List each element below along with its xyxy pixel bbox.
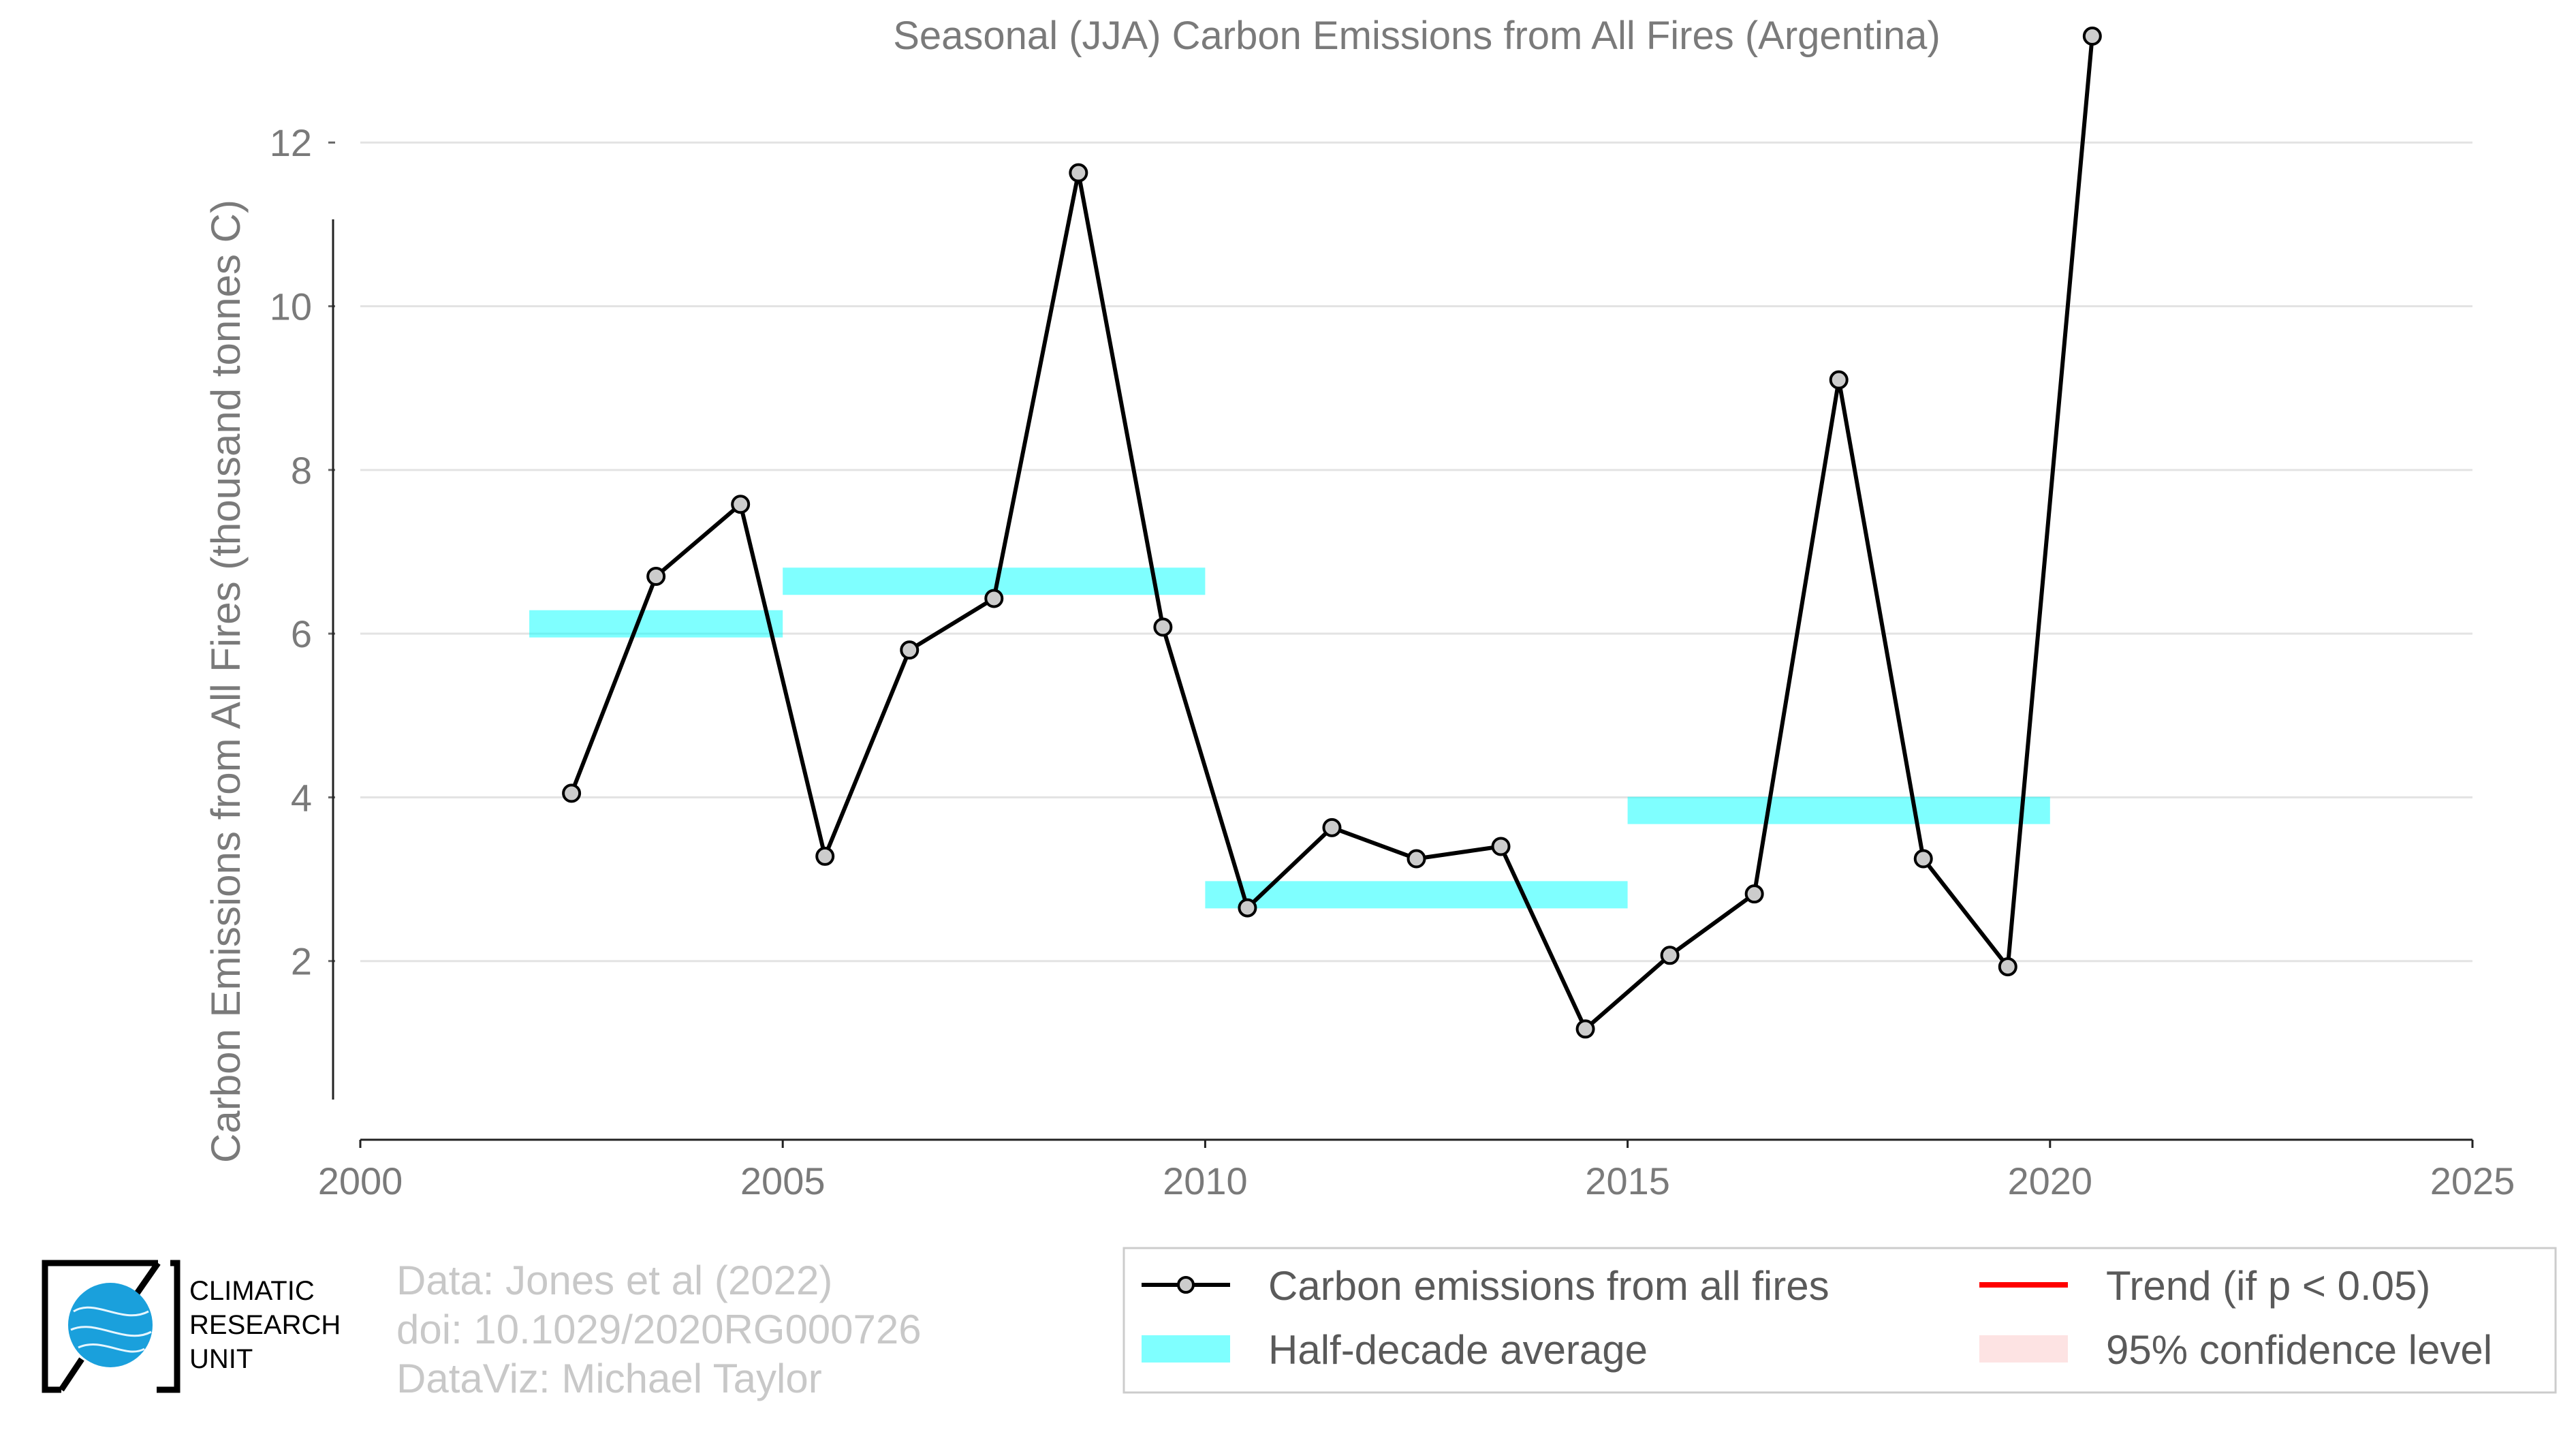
data-point-2017.5 [1829, 370, 1849, 390]
credit-dataviz: DataViz: Michael Taylor [396, 1356, 822, 1401]
logo-bracket-right [157, 1260, 180, 1393]
emissions-line [569, 35, 2094, 1031]
y-tick-label-4: 4 [291, 776, 312, 819]
data-point-2007.5 [984, 589, 1004, 608]
legend-label-confidence: 95% confidence level [2106, 1327, 2492, 1373]
legend-label-trend: Trend (if p < 0.05) [2106, 1263, 2430, 1309]
credit-data: Data: Jones et al (2022) [396, 1258, 832, 1303]
credits: Data: Jones et al (2022) doi: 10.1029/20… [396, 1258, 922, 1401]
x-axis: 2000 2005 2010 2015 2020 2025 [318, 1138, 2515, 1202]
y-tick-label-6: 6 [291, 612, 312, 655]
legend-label-emissions: Carbon emissions from all fires [1268, 1263, 1829, 1309]
data-point-2011.5 [1322, 818, 1342, 837]
legend: Carbon emissions from all fires Trend (i… [1122, 1247, 2557, 1394]
data-point-2004.5 [731, 495, 751, 514]
half-decade-bar-3 [1627, 796, 2050, 824]
x-tick-label-2025: 2025 [2430, 1159, 2515, 1202]
data-point-2006.5 [900, 640, 920, 660]
logo-slash-bottom [59, 1357, 84, 1392]
globe-icon [68, 1283, 153, 1367]
data-point-2014.5 [1575, 1019, 1595, 1039]
x-tick-label-2015: 2015 [1585, 1159, 1670, 1202]
logo-bracket-left [42, 1260, 158, 1393]
data-point-2016.5 [1744, 884, 1764, 904]
y-tick-label-12: 12 [270, 121, 312, 164]
y-axis-label: Carbon Emissions from All Fires (thousan… [203, 200, 249, 1163]
data-point-2019.5 [1998, 957, 2017, 977]
y-axis: 2 4 6 8 10 12 [270, 121, 335, 1100]
globe-lines [70, 1306, 152, 1353]
x-tick-label-2010: 2010 [1163, 1159, 1248, 1202]
chart-title: Seasonal (JJA) Carbon Emissions from All… [893, 14, 1941, 58]
legend-box [1122, 1247, 2557, 1394]
half-decade-bars [529, 567, 2050, 909]
logo-text-unit: UNIT [189, 1344, 253, 1374]
gridlines [360, 141, 2472, 963]
data-point-2018.5 [1913, 849, 1933, 869]
logo-slash-top [133, 1261, 161, 1296]
x-tick-label-2020: 2020 [2008, 1159, 2093, 1202]
data-point-2005.5 [815, 846, 835, 866]
legend-label-average: Half-decade average [1268, 1327, 1648, 1373]
cru-logo: CLIMATIC RESEARCH UNIT [42, 1260, 341, 1393]
legend-swatch-confidence [1979, 1335, 2068, 1363]
data-point-2010.5 [1238, 898, 1257, 918]
half-decade-bar-0 [529, 610, 783, 638]
data-point-2003.5 [646, 567, 666, 587]
y-tick-label-10: 10 [270, 285, 312, 328]
data-point-2009.5 [1153, 617, 1173, 637]
logo-text-climatic: CLIMATIC [189, 1276, 315, 1306]
x-tick-label-2000: 2000 [318, 1159, 403, 1202]
logo-text-research: RESEARCH [189, 1310, 341, 1340]
data-point-2012.5 [1407, 849, 1426, 869]
data-point-2002.5 [562, 783, 582, 803]
data-point-2020.5 [2082, 27, 2102, 46]
data-point-2013.5 [1491, 837, 1511, 856]
y-tick-label-2: 2 [291, 940, 312, 983]
data-point-2015.5 [1660, 946, 1680, 965]
y-tick-label-8: 8 [291, 449, 312, 492]
data-point-2008.5 [1069, 163, 1088, 183]
half-decade-bar-2 [1205, 881, 1628, 909]
credit-doi: doi: 10.1029/2020RG000726 [396, 1307, 922, 1352]
legend-swatch-marker [1177, 1276, 1195, 1294]
x-tick-label-2005: 2005 [740, 1159, 826, 1202]
legend-swatch-average [1142, 1335, 1230, 1363]
emissions-series [562, 27, 2102, 1039]
